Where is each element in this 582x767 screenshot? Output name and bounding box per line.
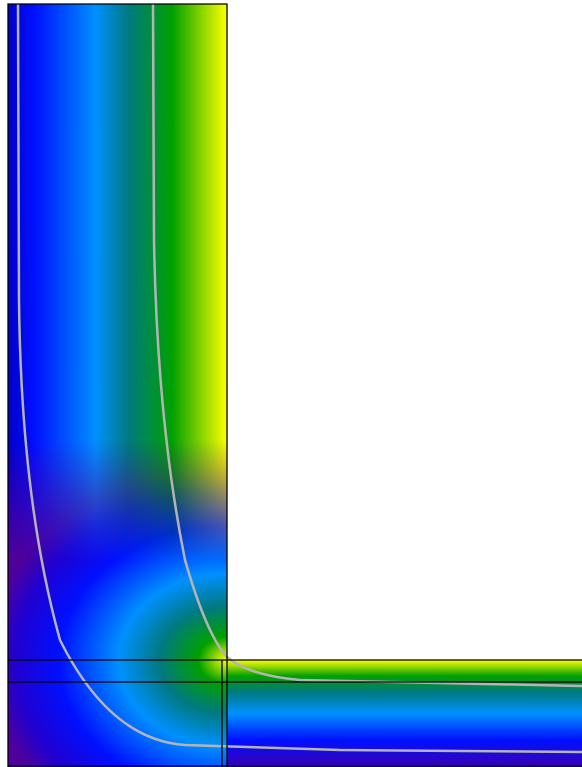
outline xyxy=(7,3,582,767)
isotherm-inner xyxy=(151,3,582,688)
section-outline xyxy=(7,3,582,767)
isotherm-outer xyxy=(16,3,582,754)
corner-region xyxy=(8,440,227,767)
